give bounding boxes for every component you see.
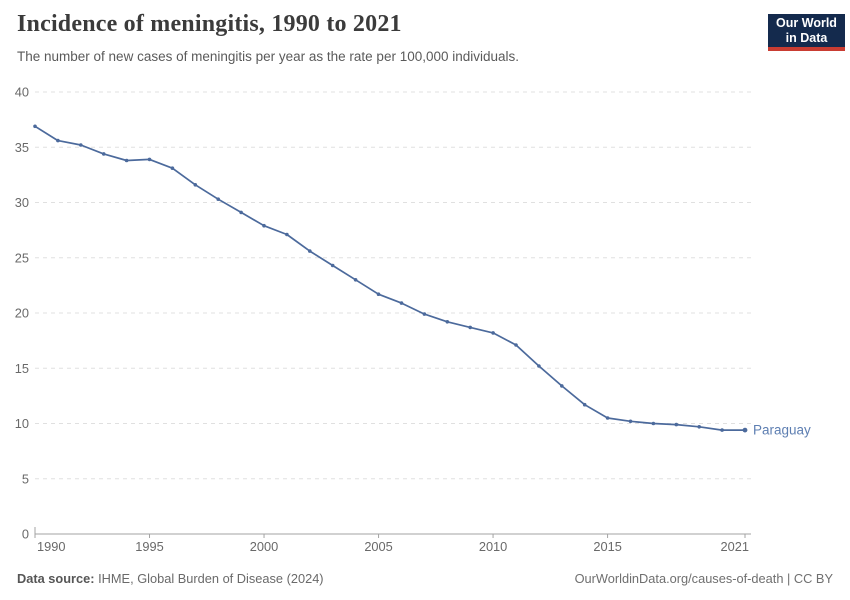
data-source-label: Data source:	[17, 571, 95, 586]
data-point-2012[interactable]	[537, 364, 541, 368]
line-chart-svg[interactable]: 0 5 10 15 20 25 30 35 40 1990 1995 2000 2005 2010 2015…	[0, 85, 850, 560]
data-point-2005[interactable]	[376, 292, 381, 296]
paraguay-line[interactable]	[34, 125, 746, 431]
data-point-2018[interactable]	[674, 422, 679, 427]
plot-area[interactable]: 0 5 10 15 20 25 30 35 40 1990 1995 2000 2005 2010 2015…	[0, 85, 850, 560]
data-point-2011[interactable]	[514, 343, 518, 347]
data-point-2008[interactable]	[445, 320, 450, 324]
footer-license-link[interactable]: OurWorldinData.org/causes-of-death | CC …	[574, 571, 833, 586]
y-tick-label-25: 25	[15, 250, 29, 265]
data-point-2013[interactable]	[560, 384, 564, 388]
data-point-2017[interactable]	[651, 421, 656, 426]
data-point-1995[interactable]	[147, 157, 152, 162]
x-tick-label-1995: 1995	[135, 539, 163, 554]
data-point-2003[interactable]	[330, 263, 335, 268]
y-tick-label-35: 35	[15, 140, 29, 155]
owid-logo-line2: in Data	[785, 31, 828, 45]
x-tick-label-2000: 2000	[250, 539, 278, 554]
data-point-1990[interactable]	[33, 124, 37, 129]
chart-footer: Data source: IHME, Global Burden of Dise…	[17, 571, 833, 586]
paraguay-data-points[interactable]	[33, 124, 748, 433]
y-tick-label-40: 40	[15, 85, 29, 100]
data-point-1998[interactable]	[216, 197, 220, 201]
data-point-2020[interactable]	[720, 428, 724, 432]
data-point-2002[interactable]	[308, 249, 312, 253]
y-gridlines: 0 5 10 15 20 25 30 35 40	[15, 85, 751, 542]
x-tick-label-2005: 2005	[364, 539, 392, 554]
y-tick-label-30: 30	[15, 195, 29, 210]
data-point-2010[interactable]	[491, 331, 495, 335]
owid-logo[interactable]: Our World in Data	[768, 14, 845, 51]
data-point-2019[interactable]	[697, 425, 701, 429]
data-point-2004[interactable]	[353, 278, 358, 282]
data-point-1994[interactable]	[124, 158, 129, 163]
y-tick-label-10: 10	[15, 416, 29, 431]
data-point-2007[interactable]	[422, 312, 427, 316]
chart-subtitle: The number of new cases of meningitis pe…	[17, 49, 520, 64]
x-tick-label-2015: 2015	[593, 539, 621, 554]
y-tick-label-20: 20	[15, 306, 29, 321]
entity-label-paraguay[interactable]: Paraguay	[753, 423, 811, 438]
chart-header: Incidence of meningitis, 1990 to 2021 Th…	[0, 0, 850, 85]
y-tick-label-0: 0	[22, 527, 29, 542]
data-point-2016[interactable]	[628, 419, 633, 424]
data-point-2009[interactable]	[468, 325, 473, 330]
x-tick-label-1990: 1990	[37, 539, 65, 554]
data-point-2014[interactable]	[582, 402, 587, 407]
data-point-1991[interactable]	[56, 138, 60, 143]
data-point-1999[interactable]	[239, 210, 243, 215]
x-axis: 1990 1995 2000 2005 2010 2015 2021	[34, 527, 751, 554]
owid-logo-line1: Our World	[776, 16, 837, 30]
data-point-1992[interactable]	[79, 143, 83, 147]
data-point-2000[interactable]	[262, 223, 266, 228]
data-point-2001[interactable]	[285, 232, 289, 237]
y-tick-label-5: 5	[22, 471, 29, 486]
x-tick-label-2021: 2021	[721, 539, 749, 554]
data-point-2006[interactable]	[399, 301, 404, 305]
data-point-1996[interactable]	[170, 166, 175, 170]
data-point-1997[interactable]	[193, 183, 198, 187]
data-point-2021[interactable]	[742, 427, 748, 433]
data-source: Data source: IHME, Global Burden of Dise…	[17, 571, 324, 586]
chart-title: Incidence of meningitis, 1990 to 2021	[17, 11, 402, 37]
x-tick-label-2010: 2010	[479, 539, 507, 554]
data-source-text[interactable]: IHME, Global Burden of Disease (2024)	[98, 571, 324, 586]
data-point-2015[interactable]	[605, 416, 610, 420]
data-point-1993[interactable]	[101, 152, 106, 156]
y-tick-label-15: 15	[15, 361, 29, 376]
